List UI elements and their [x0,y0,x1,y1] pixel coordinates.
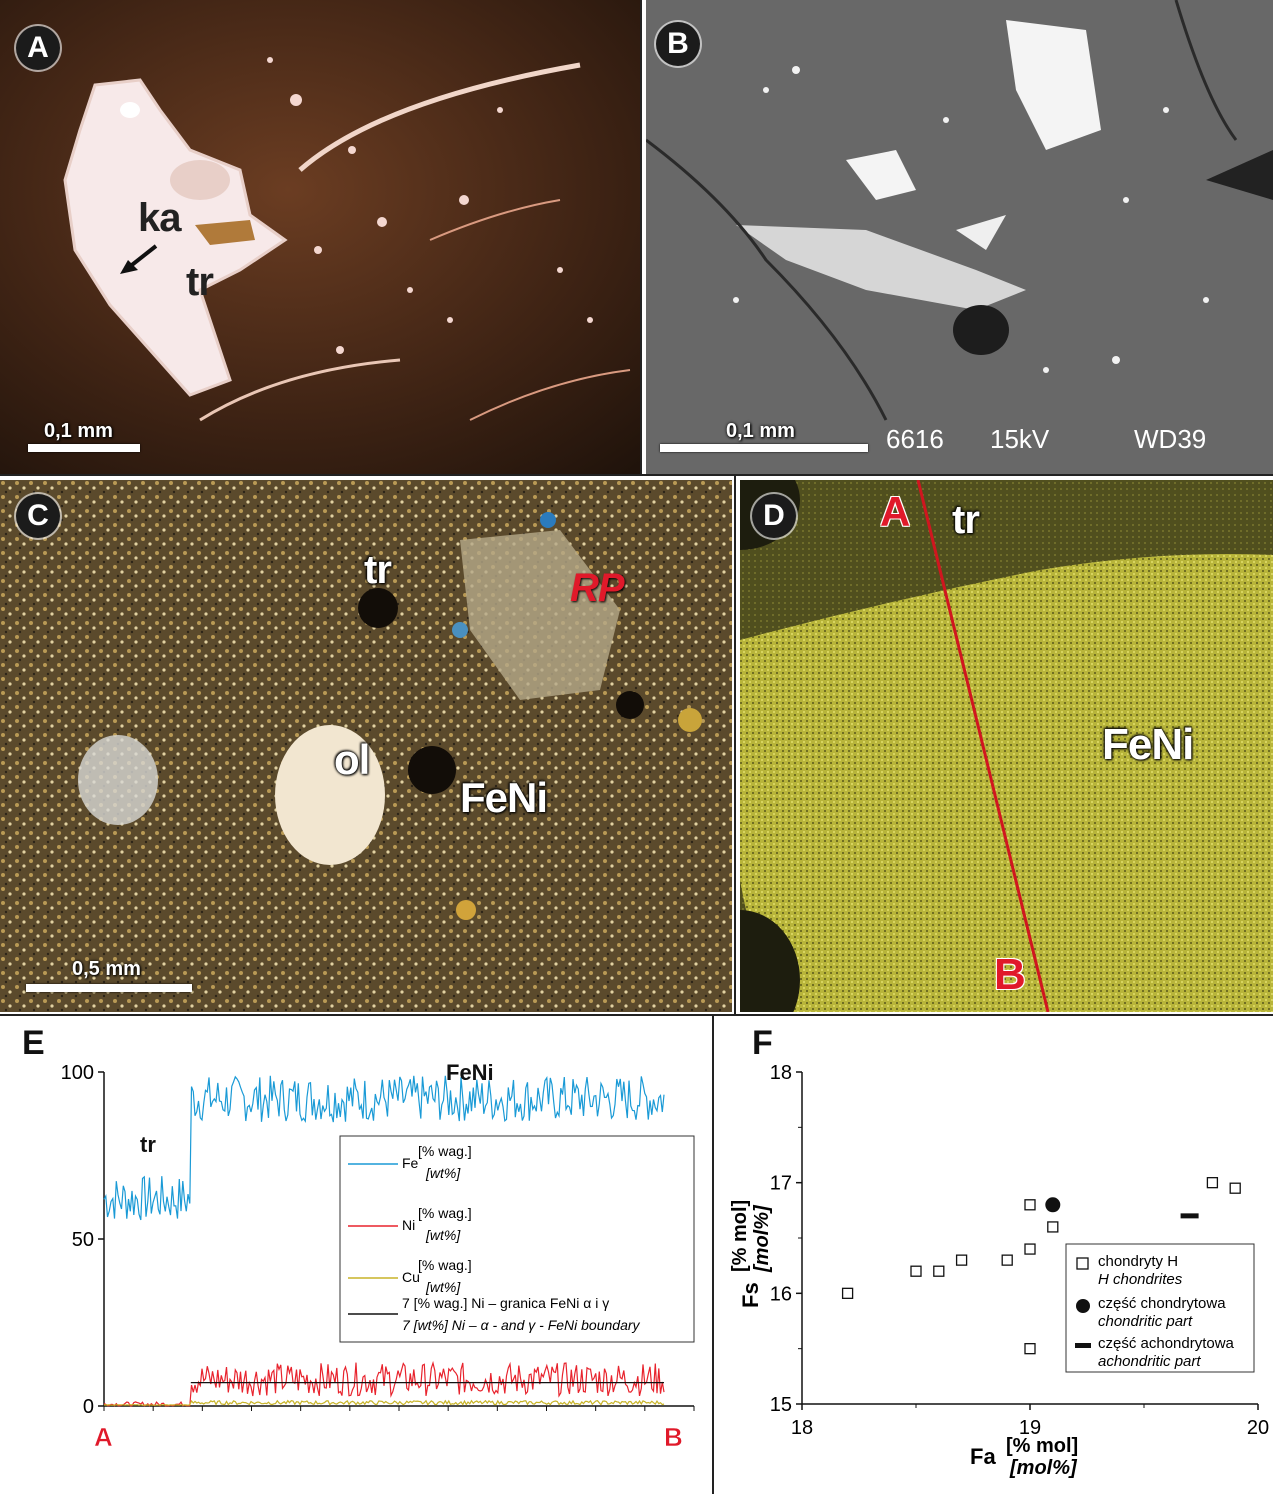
legend-cu-unit: [% wag.] [418,1257,472,1273]
legend-ni-name: Ni [402,1217,415,1233]
label-tr-a: tr [186,260,214,304]
panel-a-scale-label: 0,1 mm [44,420,113,442]
label-point-a: A [880,488,910,535]
chart-f-point-h-chondrite [1024,1199,1036,1211]
chart-e-legend: Fe [% wag.] [wt%] Ni [% wag.] [wt%] Cu [… [339,1135,695,1343]
panel-c-scale-label: 0,5 mm [72,958,141,980]
label-tr-c: tr [364,548,392,592]
chart-f-x-tick-label: 19 [1019,1417,1041,1439]
chart-e-series-line [103,1360,665,1407]
label-ol: ol [334,736,370,783]
legend-ni-unit-en: [wt%] [425,1227,461,1243]
chart-f-xlabel-unit: [% mol] [1006,1435,1078,1457]
chart-e-endpoint-b: B [664,1422,683,1452]
chart-f-point-h-chondrite [955,1254,968,1266]
legend-h-chondrites: chondryty H [1098,1253,1178,1270]
panel-f-letter: F [752,1024,773,1062]
panel-b-scale-label: 0,1 mm [726,420,795,442]
sem-magnification: 6616 [886,424,944,454]
chart-e-series-line [103,1399,665,1406]
label-tr-d: tr [952,498,980,542]
panel-a-scalebar [28,444,140,452]
panel-e-letter: E [22,1024,45,1062]
panel-c-image [0,480,732,1012]
panel-b-badge: B [656,22,700,66]
chart-f-xlabel-main: Fa [970,1444,996,1469]
chart-f-ylabel-main: Fs [738,1282,763,1308]
legend-achondritic-part-en: achondritic part [1098,1353,1201,1370]
panel-d-element-map: D A tr FeNi B [740,480,1273,1012]
panel-a-micrograph: A ka tr 0,1 mm [0,0,640,474]
chart-e-series-line [103,1075,665,1221]
chart-f-point-achondritic [1180,1213,1199,1219]
chart-f-legend: chondryty H H chondrites część chondryto… [1065,1243,1255,1373]
chart-f-scatter: 18 19 20 15 16 17 18 Fa [% mol] [mol%] Fs [% m… [729,1062,1269,1479]
label-feni-d: FeNi [1102,720,1194,769]
legend-cu-unit-en: [wt%] [425,1279,461,1295]
divider-v-bottom [712,1016,714,1494]
panel-d-badge: D [752,494,796,538]
label-rp: RP [570,566,625,610]
legend-chondritic-part: część chondrytowa [1098,1295,1226,1312]
legend-ni-unit: [% wag.] [418,1205,472,1221]
chart-e-label-feni: FeNi [446,1060,494,1085]
chart-f-y-tick-label: 16 [770,1283,792,1305]
chart-f-y-tick-label: 18 [770,1062,792,1084]
legend-fe-name: Fe [402,1155,419,1171]
chart-f-point-h-chondrite [933,1265,945,1277]
chart-e-endpoint-a: A [94,1422,113,1452]
chart-f-point-chondritic [1045,1197,1061,1213]
chart-e-label-tr: tr [140,1132,156,1157]
panel-b-image [646,0,1273,474]
chart-f-x-tick-label: 20 [1247,1417,1269,1439]
panel-a-image [0,0,640,474]
arrow-icon [120,244,158,274]
chart-f-point-h-chondrite [1047,1221,1059,1233]
chart-f-point-h-chondrite [841,1287,854,1299]
chart-f-point-h-chondrite [1024,1243,1036,1255]
legend-fe-unit-en: [wt%] [425,1165,461,1181]
chart-f-point-h-chondrite [1024,1343,1036,1355]
divider-v-top [640,0,642,476]
chart-f-x-tick-label: 18 [791,1417,813,1439]
chart-f-point-h-chondrite [910,1265,922,1277]
chart-f-ylabel-unit: [% mol] [729,1200,751,1272]
chart-f-y-tick-label: 15 [770,1394,792,1416]
legend-fe-unit: [% wag.] [418,1143,472,1159]
chart-f-xlabel-unit-en: [mol%] [1009,1457,1078,1479]
legend-boundary-name: 7 [% wag.] Ni – granica FeNi α i γ [402,1295,609,1311]
legend-boundary-unit-en: 7 [wt%] Ni – α - and γ - FeNi boundary [402,1317,641,1333]
chart-f-point-h-chondrite [1206,1177,1219,1189]
panel-c-badge: C [16,494,60,538]
sem-voltage: 15kV [990,424,1050,454]
legend-chondritic-part-en: chondritic part [1098,1313,1193,1330]
chart-e-y-tick-label: 0 [83,1396,94,1418]
panel-b-sem: B 0,1 mm 6616 15kV WD39 [646,0,1273,474]
legend-cu-name: Cu [402,1269,420,1285]
chart-f-point-h-chondrite [1229,1182,1241,1194]
panel-a-badge: A [16,26,60,70]
label-point-b: B [994,950,1026,999]
label-ka: ka [138,196,181,240]
chart-e-y-tick-label: 50 [72,1229,94,1251]
panel-c-scalebar [26,984,192,992]
legend-achondritic-part: część achondrytowa [1098,1335,1235,1352]
chart-f-point-h-chondrite [1001,1254,1013,1266]
chart-e-y-tick-label: 100 [61,1062,94,1084]
label-feni-c: FeNi [460,774,548,821]
chart-f-y-tick-label: 17 [770,1173,792,1195]
panel-c-micrograph: C tr RP ol FeNi 0,5 mm [0,480,732,1012]
chart-f-ylabel-unit-en: [mol%] [751,1204,773,1273]
divider-h-mid [0,1014,1273,1016]
panel-b-scalebar [660,444,868,452]
legend-h-chondrites-en: H chondrites [1098,1271,1183,1288]
divider-v-mid [734,476,736,1016]
sem-working-distance: WD39 [1134,424,1207,454]
divider-h-top [0,474,1273,476]
